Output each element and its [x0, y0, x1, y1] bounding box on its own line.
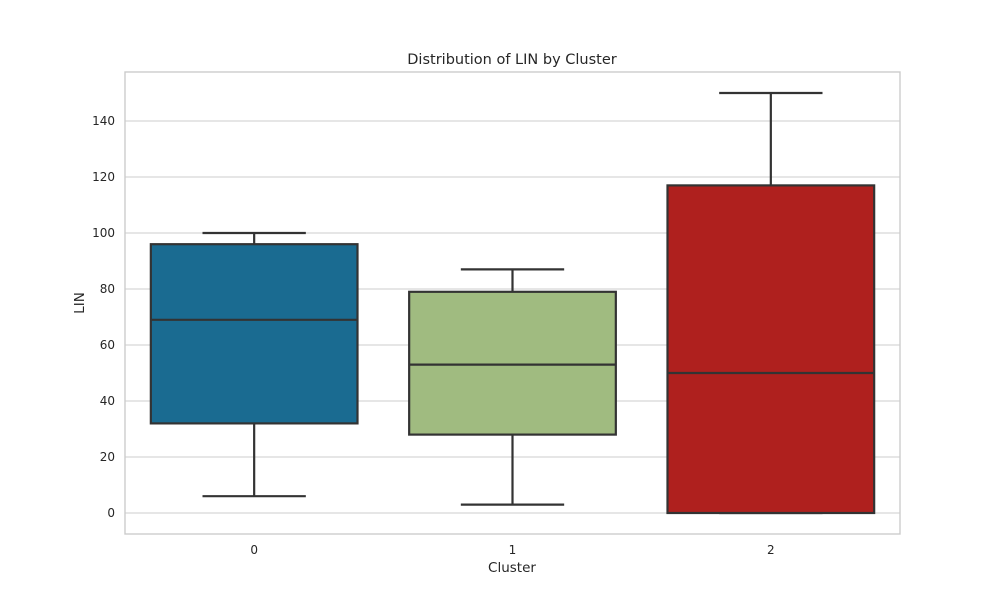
y-tick-label: 0: [107, 506, 115, 520]
x-tick-label: 0: [250, 543, 258, 557]
y-tick-label: 40: [100, 394, 115, 408]
y-axis-label: LIN: [72, 292, 88, 314]
x-tick-label: 1: [509, 543, 517, 557]
box-cluster-1: [408, 268, 617, 506]
y-tick-label: 60: [100, 338, 115, 352]
iqr-box: [408, 290, 617, 436]
box-series: [149, 91, 876, 515]
y-tick-label: 80: [100, 282, 115, 296]
box-cluster-0: [149, 231, 359, 498]
plot-area-frame: [124, 71, 901, 535]
y-tick-label: 140: [92, 114, 115, 128]
x-axis-label: Cluster: [488, 560, 536, 576]
x-axis-ticks: 0 1 2: [250, 543, 774, 557]
y-axis-ticks: 0 20 40 60 80 100 120 140: [92, 114, 115, 520]
y-tick-label: 120: [92, 170, 115, 184]
x-tick-label: 2: [767, 543, 775, 557]
y-tick-label: 100: [92, 226, 115, 240]
y-tick-label: 20: [100, 450, 115, 464]
iqr-box: [666, 184, 876, 515]
iqr-box: [149, 243, 359, 425]
chart-title: Distribution of LIN by Cluster: [407, 52, 616, 68]
box-cluster-2: [666, 91, 876, 515]
